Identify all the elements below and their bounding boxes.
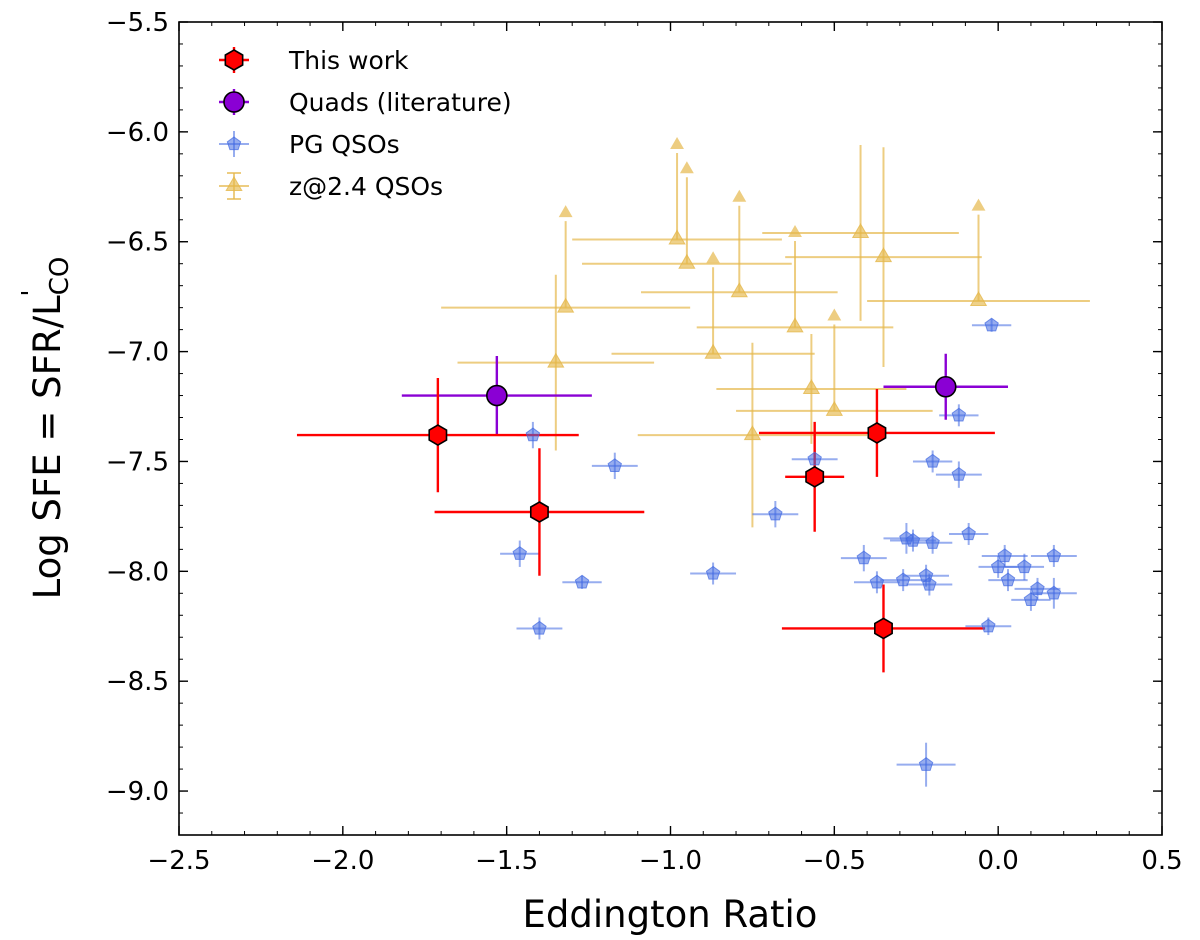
marker-pentagon	[918, 757, 934, 771]
marker-pentagon	[925, 535, 940, 549]
marker-hexagon	[529, 501, 549, 523]
marker-hexagon	[867, 421, 887, 444]
y-tick-label: −6.5	[106, 228, 169, 258]
marker-triangle	[825, 400, 843, 416]
marker-pentagon	[1023, 592, 1039, 607]
y-tick-label: −8.5	[106, 667, 169, 697]
arrow-head	[827, 308, 842, 321]
marker-triangle	[743, 425, 762, 441]
ticks-layer: −2.5 −2.0 −1.5 −1.0 −0.5 0.0 0.5 −9.0 −8.5 −8.0 −7…	[106, 8, 1183, 876]
marker-pentagon	[512, 546, 528, 560]
arrow-head	[971, 198, 986, 211]
marker-pentagon	[525, 427, 541, 442]
arrow-head	[732, 189, 747, 202]
marker-layer	[428, 222, 1062, 771]
marker-pentagon	[574, 574, 590, 589]
legend-marker-circle	[223, 91, 245, 113]
marker-triangle	[786, 317, 804, 333]
marker-triangle	[874, 247, 893, 263]
y-tick-label: −7.5	[106, 447, 169, 477]
marker-triangle	[556, 297, 575, 313]
plot-background	[179, 22, 1162, 835]
x-tick-label: 0.5	[1141, 846, 1182, 876]
legend-item: PG QSOs	[219, 130, 400, 159]
y-tick-label: −6.0	[106, 118, 169, 148]
legend-label: PG QSOs	[289, 130, 400, 159]
marker-pentagon	[869, 574, 885, 589]
marker-pentagon	[607, 458, 623, 473]
marker-triangle	[730, 282, 748, 298]
x-tick-label: −1.5	[475, 846, 538, 876]
marker-pentagon	[951, 467, 967, 481]
marker-triangle	[704, 343, 722, 359]
marker-pentagon	[905, 532, 921, 547]
arrow-head	[706, 251, 721, 264]
arrow-head	[558, 205, 573, 218]
x-tick-label: −2.0	[311, 846, 374, 876]
arrow-head	[670, 137, 684, 150]
x-axis-title: Eddington Ratio	[523, 893, 818, 936]
marker-pentagon	[856, 550, 872, 565]
legend-item: Quads (literature)	[219, 88, 512, 117]
marker-pentagon	[981, 618, 996, 633]
legend-item: This work	[219, 46, 409, 75]
y-tick-label: −9.0	[106, 777, 169, 807]
marker-pentagon	[1030, 581, 1045, 596]
legend-label: z@2.4 QSOs	[289, 172, 443, 201]
marker-triangle	[969, 291, 988, 307]
legend-label: Quads (literature)	[289, 88, 512, 117]
marker-triangle	[851, 222, 870, 238]
marker-pentagon	[1046, 585, 1062, 600]
x-tick-label: 0.0	[977, 846, 1018, 876]
arrow-head	[679, 161, 694, 174]
marker-pentagon	[895, 572, 911, 587]
x-tick-label: −2.5	[147, 846, 210, 876]
y-axis-title-sub: CO	[45, 257, 75, 296]
x-tick-label: −0.5	[803, 846, 866, 876]
marker-pentagon	[997, 548, 1012, 563]
y-tick-label: −8.0	[106, 557, 169, 587]
marker-pentagon	[951, 407, 967, 422]
marker-triangle	[547, 352, 565, 368]
marker-pentagon	[768, 506, 783, 521]
marker-pentagon	[990, 559, 1006, 574]
x-tick-label: −1.0	[639, 846, 702, 876]
marker-pentagon	[807, 451, 822, 466]
marker-pentagon	[1046, 548, 1062, 563]
marker-hexagon	[874, 617, 893, 640]
marker-pentagon	[984, 317, 999, 332]
legend-item: z@2.4 QSOs	[219, 172, 443, 201]
y-tick-label: −7.0	[106, 338, 169, 368]
marker-pentagon	[961, 526, 976, 541]
marker-circle	[934, 375, 957, 398]
legend-label: This work	[288, 46, 409, 75]
marker-circle	[486, 384, 508, 407]
legend-marker-triangle	[225, 175, 243, 191]
y-tick-label: −5.5	[106, 8, 169, 38]
marker-pentagon	[925, 453, 940, 468]
legend-marker-hexagon	[224, 49, 244, 71]
marker-hexagon	[805, 465, 825, 488]
marker-pentagon	[922, 576, 937, 591]
marker-triangle	[668, 229, 686, 245]
marker-triangle	[678, 253, 696, 269]
marker-hexagon	[428, 424, 448, 447]
y-axis-title-main: Log SFE = SFR/L	[26, 295, 69, 599]
legend-marker-pentagon	[226, 136, 242, 151]
y-axis-title: Log SFE = SFR/LCO'	[17, 257, 75, 600]
legend: This work Quads (literature) PG QSOs z@2.4 …	[219, 46, 512, 201]
marker-pentagon	[532, 620, 547, 635]
marker-triangle	[802, 378, 821, 394]
marker-pentagon	[705, 565, 721, 580]
marker-pentagon	[1017, 559, 1032, 574]
marker-pentagon	[1000, 572, 1016, 587]
y-axis-title-sup: '	[17, 289, 47, 296]
